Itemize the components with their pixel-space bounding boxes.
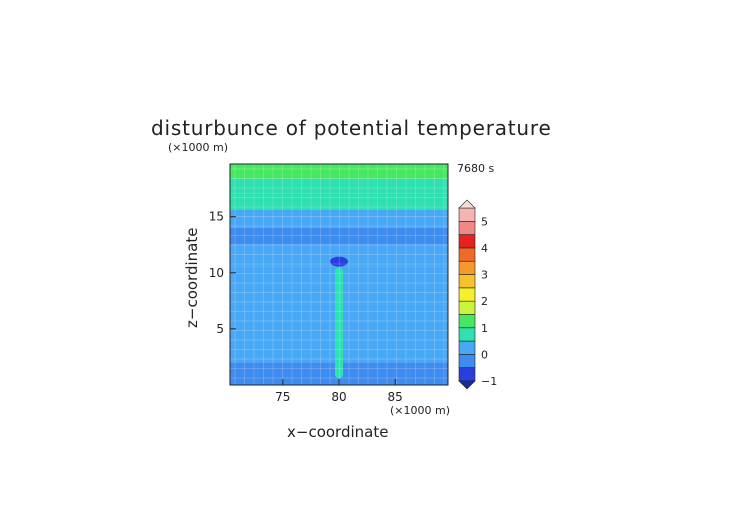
theta-band (230, 178, 448, 194)
colorbar-segment (458, 367, 476, 382)
colorbar-segment (458, 327, 476, 342)
colorbar: 5 4 3 2 1 0 −1 (458, 199, 497, 390)
y-axis-ticks: 5 10 15 (209, 210, 236, 336)
colorbar-segment (458, 247, 476, 262)
theta-band (230, 227, 448, 245)
plume-cap (330, 256, 348, 267)
time-label: 7680 s (457, 162, 494, 175)
colorbar-segment (458, 300, 476, 315)
colorbar-tick-label: 0 (481, 348, 488, 361)
y-tick-label: 5 (216, 322, 224, 336)
plot-area (230, 164, 448, 385)
y-axis-label: z−coordinate (183, 228, 201, 328)
colorbar-segment (458, 234, 476, 249)
colorbar-segment (458, 274, 476, 289)
x-tick-label: 80 (331, 390, 346, 404)
theta-band (230, 209, 448, 228)
colorbar-segment (458, 207, 476, 222)
theta-band (230, 244, 448, 267)
x-axis-ticks: 75 80 85 (275, 379, 403, 404)
colorbar-segment (458, 354, 476, 368)
x-unit-label: (×1000 m) (390, 404, 450, 417)
colorbar-segment (458, 314, 476, 329)
plume-column (335, 267, 343, 379)
y-tick-label: 15 (209, 210, 224, 224)
colorbar-segment (458, 221, 476, 235)
theta-band (230, 193, 448, 210)
colorbar-tick-label: 4 (481, 242, 488, 255)
x-tick-label: 75 (275, 390, 290, 404)
colorbar-segment (458, 340, 476, 355)
colorbar-tick-label: 2 (481, 295, 488, 308)
colorbar-extend-min (458, 380, 476, 390)
chart-title: disturbunce of potential temperature (151, 116, 552, 140)
y-unit-label: (×1000 m) (168, 141, 228, 154)
colorbar-tick-label: 3 (481, 269, 488, 282)
colorbar-segment (458, 260, 476, 275)
x-tick-label: 85 (388, 390, 403, 404)
colorbar-tick-label: 5 (481, 215, 488, 228)
colorbar-tick-label: 1 (481, 322, 488, 335)
colorbar-segment (458, 287, 476, 302)
theta-band (230, 164, 448, 179)
x-axis-label: x−coordinate (287, 423, 388, 441)
y-tick-label: 10 (209, 266, 224, 280)
colorbar-extend-max (458, 199, 476, 209)
colorbar-tick-label: −1 (481, 375, 497, 388)
